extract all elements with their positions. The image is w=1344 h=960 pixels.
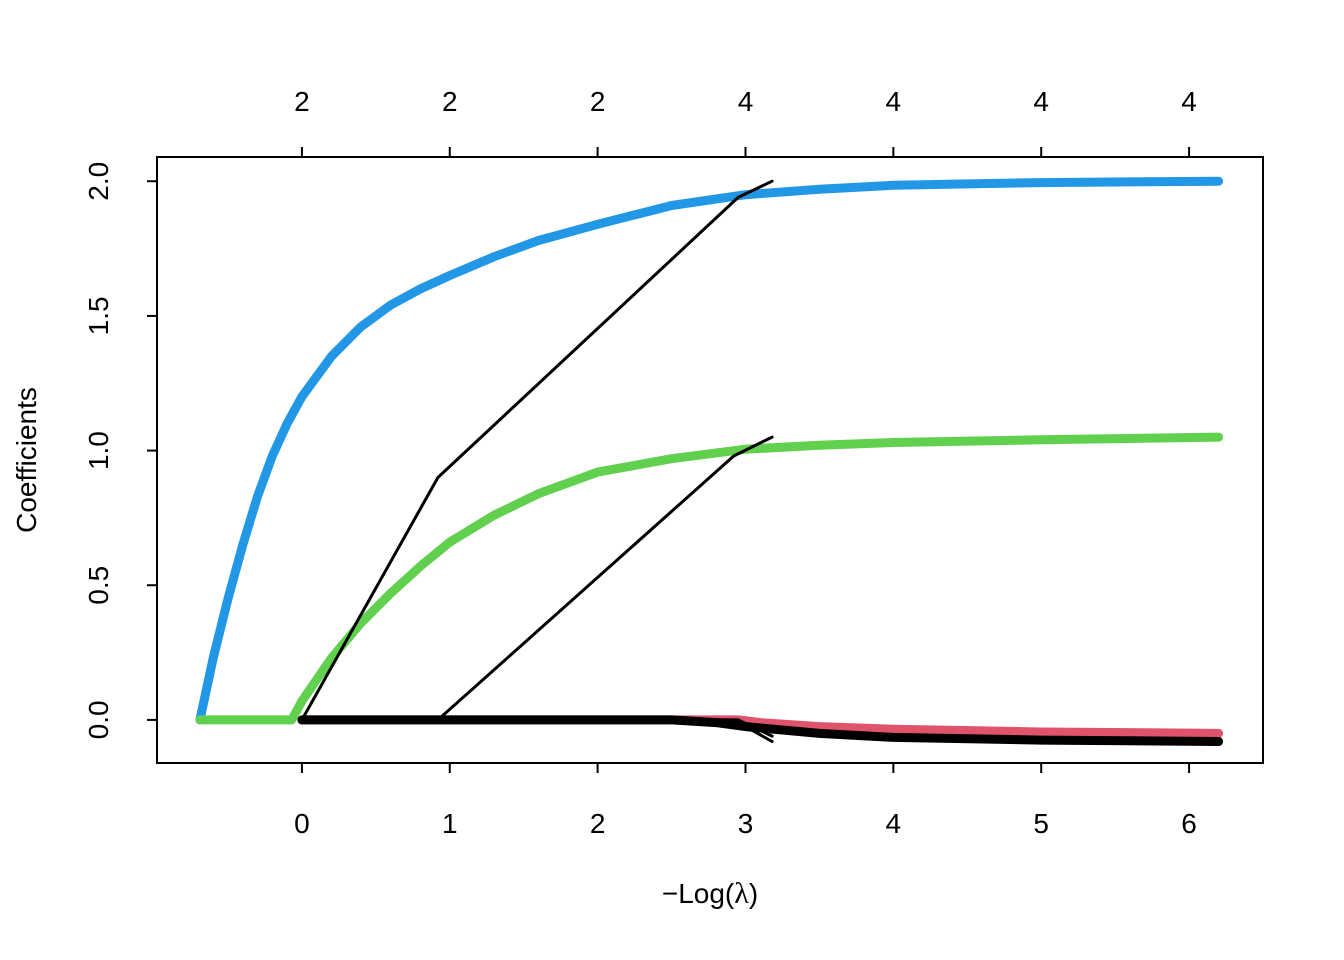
top-tick-label: 4 — [886, 86, 902, 117]
axis-layer: 0 1 2 3 4 5 6 2 2 2 4 4 4 4 0.0 0.5 1.0 1.5 2.0 — [83, 86, 1197, 839]
x-tick-label: 1 — [442, 808, 458, 839]
top-tick-label: 4 — [1033, 86, 1049, 117]
x-axis-title: −Log(λ) — [662, 877, 758, 910]
x-tick-label: 0 — [294, 808, 310, 839]
top-tick-label: 4 — [1181, 86, 1197, 117]
series-line-6 — [436, 435, 774, 722]
top-tick-label: 2 — [590, 86, 606, 117]
y-tick-label: 1.5 — [83, 296, 114, 335]
top-tick-label: 4 — [738, 86, 754, 117]
series-line-1 — [195, 176, 1224, 725]
y-tick-label: 0.0 — [83, 700, 114, 739]
series-line-2 — [195, 432, 1224, 725]
x-tick-label: 4 — [886, 808, 902, 839]
series-line-8 — [436, 718, 774, 743]
series-line-5 — [300, 179, 774, 722]
y-tick-label: 0.5 — [83, 566, 114, 605]
x-tick-label: 5 — [1033, 808, 1049, 839]
y-tick-label: 1.0 — [83, 431, 114, 470]
plot-frame — [156, 156, 1264, 764]
y-axis-title: Coefficients — [11, 387, 42, 533]
series-layer — [195, 176, 1224, 746]
top-tick-label: 2 — [442, 86, 458, 117]
x-tick-label: 3 — [738, 808, 754, 839]
x-tick-label: 6 — [1181, 808, 1197, 839]
x-tick-label: 2 — [590, 808, 606, 839]
top-tick-label: 2 — [294, 86, 310, 117]
y-tick-label: 2.0 — [83, 162, 114, 201]
